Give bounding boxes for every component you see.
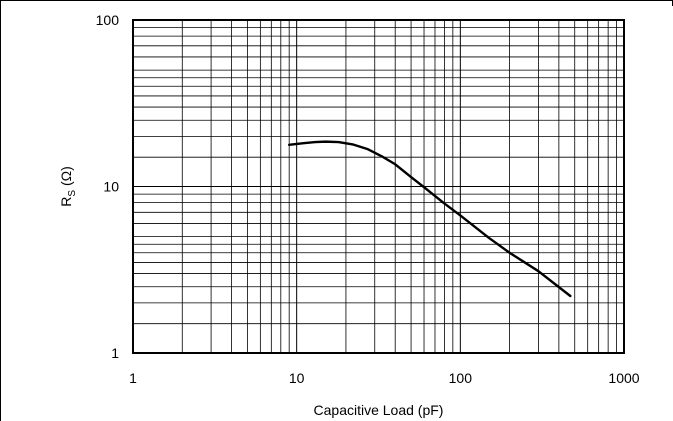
y-axis-label-main: R	[58, 197, 74, 207]
y-tick-label: 10	[103, 179, 119, 195]
grid	[133, 20, 624, 353]
x-tick-label: 100	[449, 370, 473, 386]
y-axis-label: RS (Ω)	[58, 166, 78, 206]
y-axis-label-sub: S	[67, 190, 78, 197]
x-tick-labels: 1 10 100 1000	[129, 370, 640, 386]
y-axis-label-unit: (Ω)	[58, 166, 74, 190]
y-tick-label: 100	[96, 12, 120, 28]
plot-area-border	[132, 19, 625, 354]
x-tick-label: 10	[289, 370, 305, 386]
y-tick-labels: 1 10 100	[96, 12, 120, 361]
x-tick-label: 1000	[608, 370, 639, 386]
x-tick-label: 1	[129, 370, 137, 386]
x-axis-label: Capacitive Load (pF)	[314, 402, 444, 418]
y-tick-label: 1	[111, 345, 119, 361]
series-line-0	[287, 140, 572, 298]
series-layer	[287, 140, 572, 298]
